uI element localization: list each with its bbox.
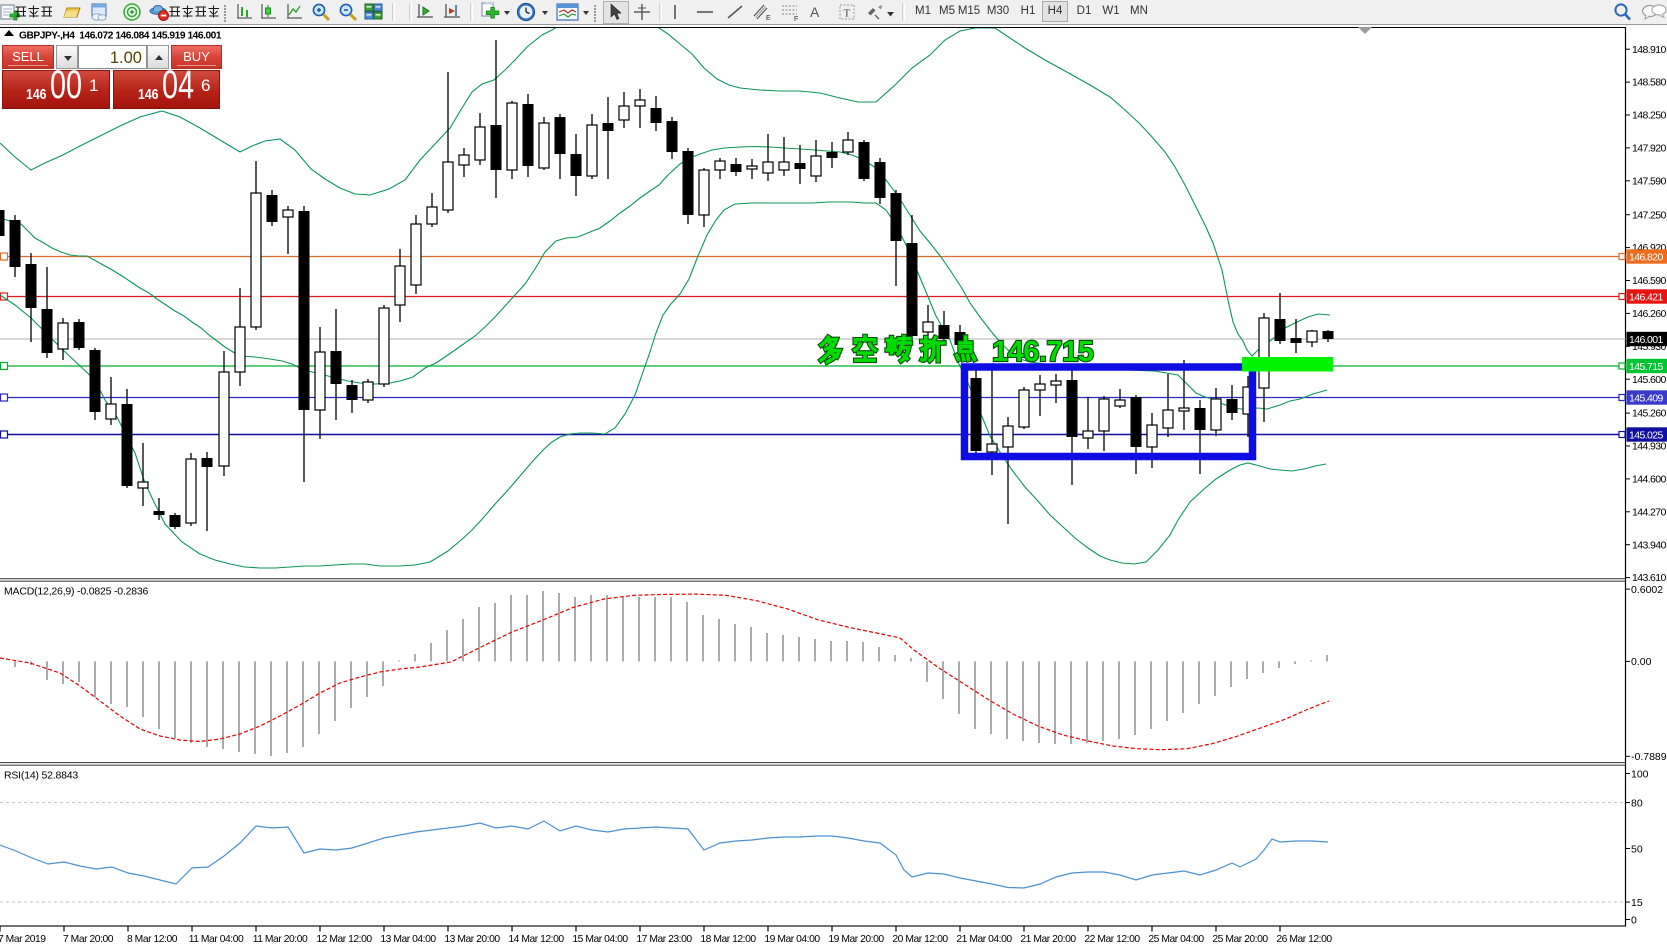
svg-text:14 Mar 12:00: 14 Mar 12:00 bbox=[508, 934, 564, 945]
svg-text:144.600: 144.600 bbox=[1632, 474, 1667, 486]
svg-text:143.610: 143.610 bbox=[1632, 572, 1667, 584]
svg-text:0.6002: 0.6002 bbox=[1631, 584, 1663, 596]
svg-text:50: 50 bbox=[1631, 843, 1643, 855]
svg-text:13 Mar 04:00: 13 Mar 04:00 bbox=[380, 934, 436, 945]
svg-text:F: F bbox=[794, 16, 798, 22]
svg-text:147.250: 147.250 bbox=[1632, 209, 1667, 221]
svg-text:100: 100 bbox=[1631, 768, 1649, 780]
svg-text:E: E bbox=[766, 15, 771, 22]
svg-text:12 Mar 12:00: 12 Mar 12:00 bbox=[316, 934, 372, 945]
svg-text:146.421: 146.421 bbox=[1629, 291, 1664, 303]
svg-text:148.910: 148.910 bbox=[1632, 44, 1667, 56]
svg-text:145.600: 145.600 bbox=[1632, 374, 1667, 386]
svg-text:7 Mar 20:00: 7 Mar 20:00 bbox=[63, 934, 114, 945]
svg-text:80: 80 bbox=[1631, 797, 1643, 809]
svg-text:19 Mar 20:00: 19 Mar 20:00 bbox=[828, 934, 884, 945]
svg-text:MACD(12,26,9) -0.0825 -0.2836: MACD(12,26,9) -0.0825 -0.2836 bbox=[4, 586, 149, 598]
svg-text:145.260: 145.260 bbox=[1632, 408, 1667, 420]
svg-text:20 Mar 12:00: 20 Mar 12:00 bbox=[892, 934, 948, 945]
svg-text:144.270: 144.270 bbox=[1632, 506, 1667, 518]
svg-text:146.001: 146.001 bbox=[1629, 334, 1664, 346]
svg-text:145.409: 145.409 bbox=[1629, 392, 1664, 404]
svg-text:148.580: 148.580 bbox=[1632, 77, 1667, 89]
svg-text:7 Mar 2019: 7 Mar 2019 bbox=[0, 934, 46, 945]
svg-text:25 Mar 20:00: 25 Mar 20:00 bbox=[1212, 934, 1268, 945]
svg-text:0: 0 bbox=[1631, 914, 1637, 926]
svg-text:18 Mar 12:00: 18 Mar 12:00 bbox=[700, 934, 756, 945]
svg-text:21 Mar 20:00: 21 Mar 20:00 bbox=[1020, 934, 1076, 945]
svg-text:146.260: 146.260 bbox=[1632, 308, 1667, 320]
svg-text:148.250: 148.250 bbox=[1632, 110, 1667, 122]
svg-text:146.715: 146.715 bbox=[992, 336, 1094, 368]
svg-text:25 Mar 04:00: 25 Mar 04:00 bbox=[1148, 934, 1204, 945]
svg-text:145.715: 145.715 bbox=[1629, 361, 1664, 373]
svg-text:147.590: 147.590 bbox=[1632, 175, 1667, 187]
svg-text:26 Mar 12:00: 26 Mar 12:00 bbox=[1276, 934, 1332, 945]
svg-text:15: 15 bbox=[1631, 897, 1643, 909]
svg-text:146.590: 146.590 bbox=[1632, 275, 1667, 287]
svg-text:22 Mar 12:00: 22 Mar 12:00 bbox=[1084, 934, 1140, 945]
svg-text:17 Mar 23:00: 17 Mar 23:00 bbox=[636, 934, 692, 945]
svg-text:0.00: 0.00 bbox=[1631, 656, 1652, 668]
svg-text:8 Mar 12:00: 8 Mar 12:00 bbox=[127, 934, 178, 945]
svg-text:13 Mar 20:00: 13 Mar 20:00 bbox=[444, 934, 500, 945]
svg-text:147.920: 147.920 bbox=[1632, 143, 1667, 155]
svg-text:144.930: 144.930 bbox=[1632, 441, 1667, 453]
svg-text:-0.7889: -0.7889 bbox=[1631, 751, 1667, 763]
svg-text:RSI(14) 52.8843: RSI(14) 52.8843 bbox=[4, 770, 78, 782]
svg-text:11 Mar 20:00: 11 Mar 20:00 bbox=[253, 934, 308, 945]
svg-text:19 Mar 04:00: 19 Mar 04:00 bbox=[764, 934, 820, 945]
svg-text:GBPJPY-,H4 146.072 146.084 14: GBPJPY-,H4 146.072 146.084 145.919 146.0… bbox=[19, 31, 222, 42]
svg-text:T: T bbox=[844, 8, 851, 20]
svg-text:11 Mar 04:00: 11 Mar 04:00 bbox=[189, 934, 244, 945]
svg-text:21 Mar 04:00: 21 Mar 04:00 bbox=[956, 934, 1012, 945]
svg-text:15 Mar 04:00: 15 Mar 04:00 bbox=[572, 934, 628, 945]
svg-text:143.940: 143.940 bbox=[1632, 539, 1667, 551]
svg-text:146.820: 146.820 bbox=[1629, 251, 1664, 263]
svg-text:145.025: 145.025 bbox=[1629, 429, 1664, 441]
